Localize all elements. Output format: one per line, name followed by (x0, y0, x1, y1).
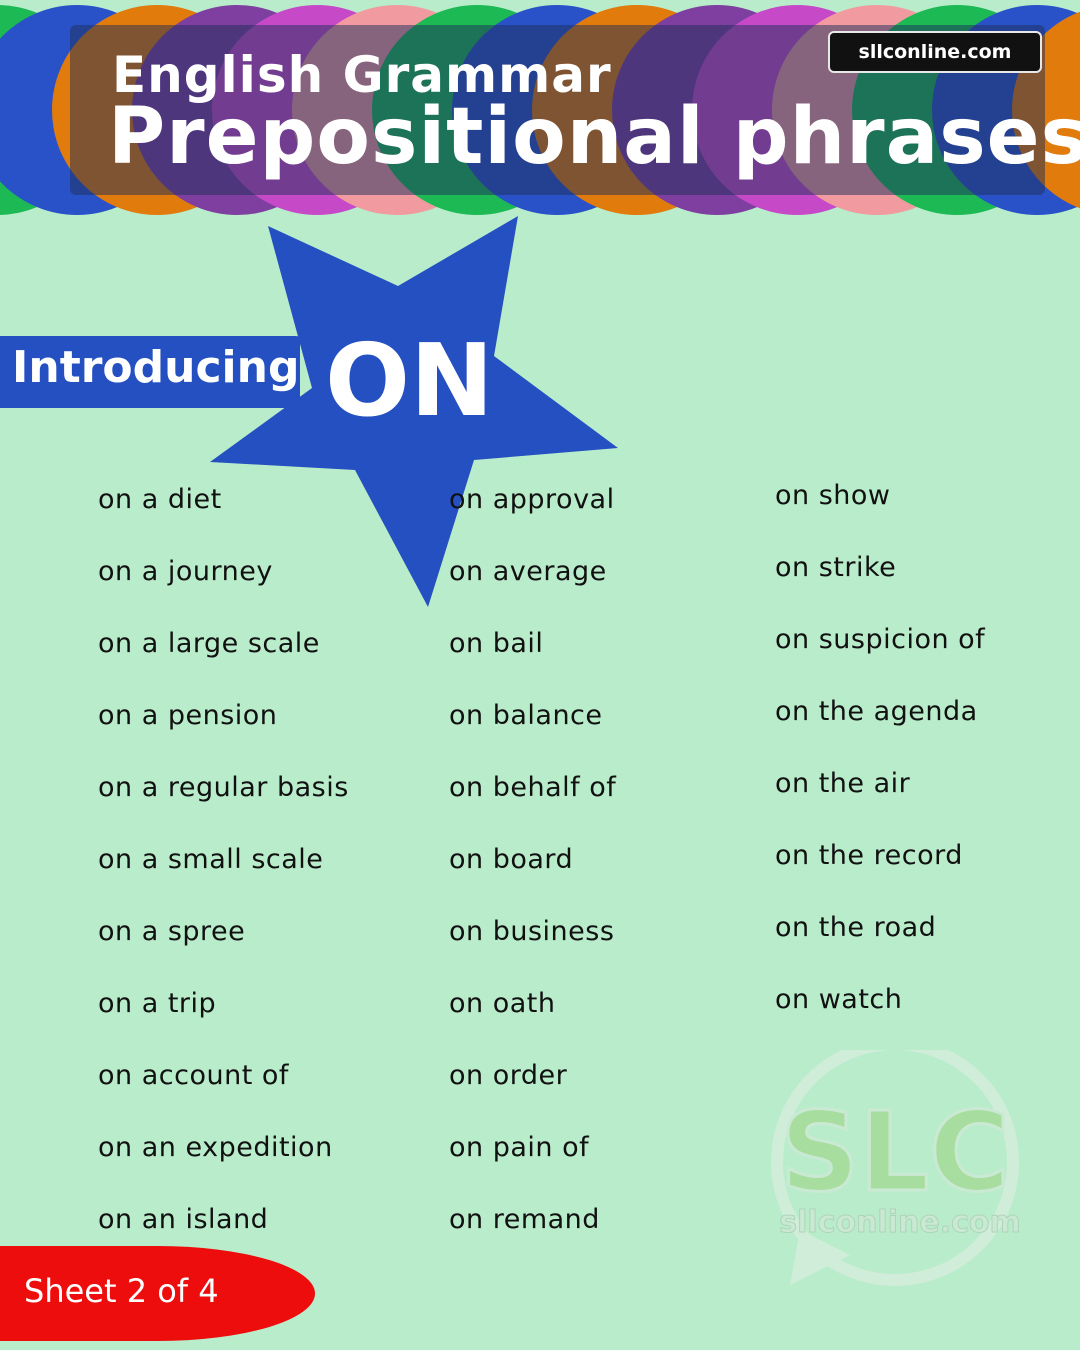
phrase-item: on bail (449, 628, 544, 659)
phrase-item: on the agenda (775, 696, 978, 727)
phrase-item: on the road (775, 912, 937, 943)
phrase-item: on a spree (98, 916, 246, 947)
phrase-item: on strike (775, 552, 897, 583)
phrase-item: on a small scale (98, 844, 324, 875)
preposition-heading: ON (325, 322, 494, 439)
phrase-item: on a journey (98, 556, 273, 587)
phrase-column-1: on a diet on a journey on a large scale … (98, 484, 349, 1276)
phrase-item: on board (449, 844, 574, 875)
phrase-item: on a trip (98, 988, 217, 1019)
phrase-item: on a pension (98, 700, 278, 731)
phrase-item: on watch (775, 984, 903, 1015)
phrase-item: on a large scale (98, 628, 320, 659)
sheet-label: Sheet 2 of 4 (24, 1272, 219, 1310)
phrase-item: on an expedition (98, 1132, 333, 1163)
svg-text:sllconline.com: sllconline.com (779, 1205, 1021, 1240)
phrase-item: on oath (449, 988, 556, 1019)
phrase-item: on suspicion of (775, 624, 986, 655)
header-banner: English Grammar Prepositional phrases sl… (0, 0, 1080, 230)
phrase-item: on order (449, 1060, 568, 1091)
phrase-item: on a diet (98, 484, 222, 515)
phrase-item: on behalf of (449, 772, 617, 803)
phrase-item: on balance (449, 700, 603, 731)
star-icon (210, 216, 618, 607)
phrase-item: on pain of (449, 1132, 590, 1163)
phrase-column-3: on show on strike on suspicion of on the… (775, 480, 985, 1056)
phrase-item: on the record (775, 840, 963, 871)
phrase-item: on show (775, 480, 891, 511)
page-title: Prepositional phrases (108, 92, 1080, 182)
phrase-item: on approval (449, 484, 615, 515)
site-badge[interactable]: sllconline.com (828, 31, 1042, 73)
phrase-item: on a regular basis (98, 772, 349, 803)
subtitle: English Grammar (112, 46, 612, 104)
phrase-item: on the air (775, 768, 911, 799)
phrase-item: on an island (98, 1204, 269, 1235)
phrase-item: on remand (449, 1204, 600, 1235)
svg-text:SLC: SLC (780, 1088, 1010, 1216)
phrase-item: on account of (98, 1060, 289, 1091)
sheet-tag (0, 1246, 315, 1341)
phrase-item: on business (449, 916, 615, 947)
intro-label: Introducing (12, 342, 300, 393)
phrase-item: on average (449, 556, 607, 587)
intro-banner (0, 336, 300, 408)
slc-logo-watermark: SLC sllconline.com (771, 1050, 1021, 1286)
phrase-column-2: on approval on average on bail on balanc… (449, 484, 616, 1276)
